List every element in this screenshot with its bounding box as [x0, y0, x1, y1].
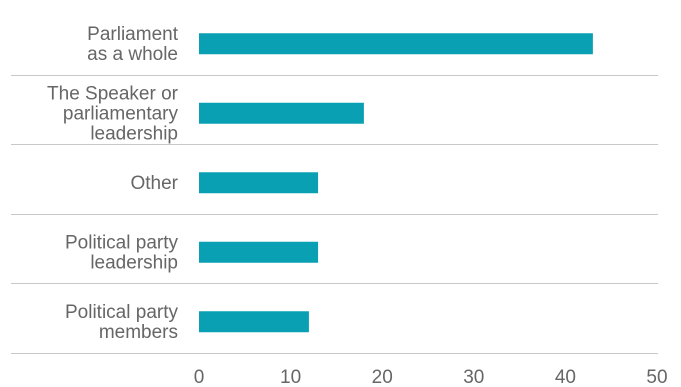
- category-label-line: parliamentary: [63, 103, 179, 124]
- bar: [199, 241, 319, 263]
- category-label-line: members: [99, 322, 178, 343]
- bar: [199, 33, 593, 55]
- bar: [199, 311, 309, 333]
- category-label: Political party leadership: [65, 232, 178, 273]
- bar: [199, 102, 364, 124]
- category-label-line: leadership: [90, 123, 178, 144]
- category-label-line: as a whole: [87, 44, 178, 65]
- bar: [199, 172, 319, 194]
- category-label-line: Political party: [65, 232, 178, 253]
- x-tick-label: 40: [555, 367, 576, 387]
- category-label: Other: [130, 173, 178, 194]
- category-label-line: Political party: [65, 302, 178, 323]
- category-label-line: Parliament: [87, 24, 179, 45]
- x-tick-label: 0: [194, 367, 205, 387]
- x-tick-label: 30: [463, 367, 484, 387]
- category-label-line: The Speaker or: [47, 83, 179, 104]
- category-labels: Parliament as a whole The Speaker or parlia…: [47, 24, 179, 343]
- row-separators: [11, 75, 658, 354]
- category-label: Parliament as a whole: [87, 24, 179, 65]
- x-tick-label: 50: [646, 367, 667, 387]
- x-tick-label: 20: [372, 367, 393, 387]
- category-label-line: Other: [130, 173, 178, 194]
- category-label: Political party members: [65, 302, 178, 343]
- x-tick-label: 10: [280, 367, 301, 387]
- category-label-line: leadership: [90, 252, 178, 273]
- category-label: The Speaker or parliamentary leadership: [47, 83, 179, 144]
- bars: [199, 33, 593, 333]
- x-axis-tick-labels: 0 10 20 30 40 50: [194, 367, 668, 387]
